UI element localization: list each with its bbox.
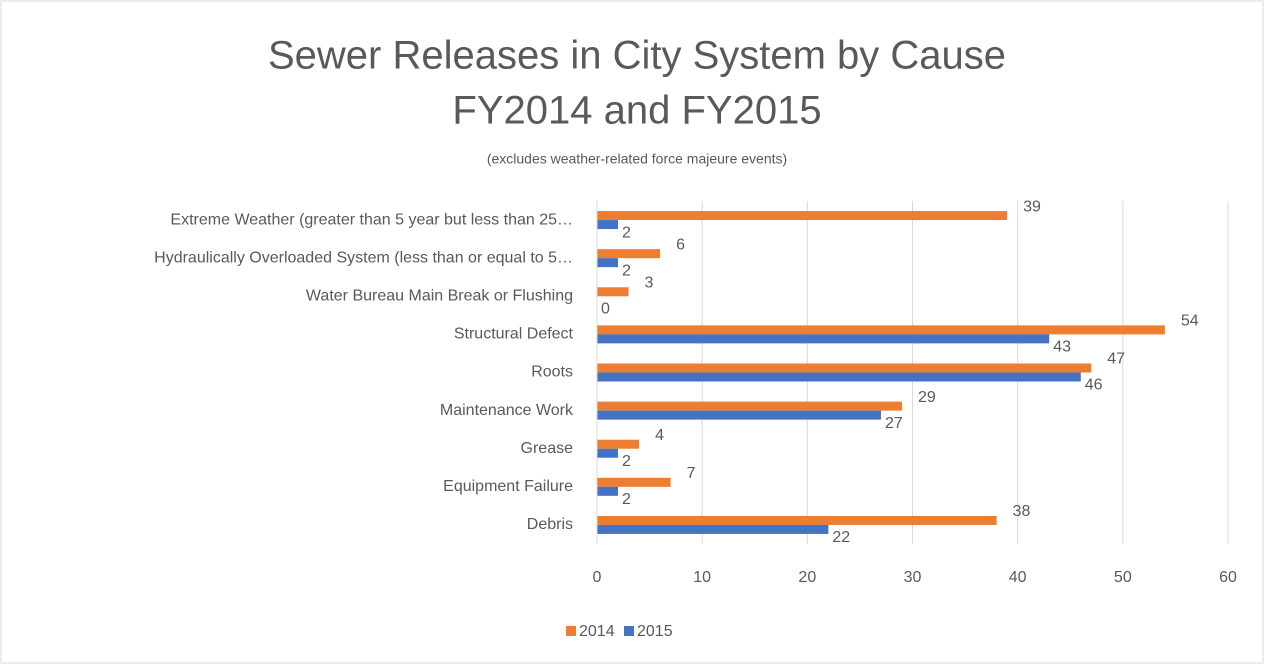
x-tick-label: 20: [798, 569, 816, 586]
y-tick-label: Extreme Weather (greater than 5 year but…: [170, 211, 573, 228]
data-label: 39: [1023, 198, 1041, 215]
data-label: 43: [1053, 339, 1071, 356]
x-tick-label: 30: [904, 569, 922, 586]
bar: [597, 477, 671, 487]
y-tick-label: Water Bureau Main Break or Flushing: [306, 287, 573, 304]
y-tick-label: Debris: [527, 516, 573, 533]
data-label: 7: [687, 465, 696, 482]
y-tick-label: Hydraulically Overloaded System (less th…: [154, 249, 573, 266]
data-label: 29: [918, 389, 936, 406]
y-tick-label: Roots: [531, 364, 573, 381]
data-label: 2: [622, 224, 631, 241]
chart-subtitle: (excludes weather-related force majeure …: [487, 151, 787, 167]
x-tick-label: 60: [1219, 569, 1237, 586]
bar: [597, 401, 902, 411]
legend-swatch: [624, 626, 634, 636]
data-label: 22: [832, 529, 850, 546]
data-label: 0: [601, 300, 610, 317]
data-label: 38: [1013, 503, 1031, 520]
data-label: 6: [676, 236, 685, 253]
bar: [597, 515, 997, 525]
legend-swatch: [566, 626, 576, 636]
data-label: 46: [1085, 377, 1103, 394]
bar: [597, 486, 619, 496]
x-tick-label: 50: [1114, 569, 1132, 586]
chart-title: FY2014 and FY2015: [452, 89, 821, 133]
bar: [597, 372, 1081, 382]
bar: [597, 325, 1165, 335]
data-label: 2: [622, 262, 631, 279]
x-tick-label: 40: [1009, 569, 1027, 586]
bar: [597, 220, 619, 230]
y-tick-label: Equipment Failure: [443, 478, 573, 495]
bar: [597, 287, 629, 297]
legend-label: 2014: [579, 623, 615, 640]
bar: [597, 211, 1008, 221]
data-label: 47: [1107, 351, 1125, 368]
chart-title: Sewer Releases in City System by Cause: [268, 34, 1006, 78]
y-tick-label: Structural Defect: [454, 326, 574, 343]
bar: [597, 524, 829, 534]
data-label: 2: [622, 491, 631, 508]
data-label: 54: [1181, 313, 1199, 330]
legend-label: 2015: [637, 623, 673, 640]
y-tick-label: Grease: [521, 440, 574, 457]
bar: [597, 334, 1050, 344]
y-tick-label: Maintenance Work: [440, 402, 574, 419]
data-label: 2: [622, 453, 631, 470]
bar: [597, 448, 619, 458]
bar: [597, 410, 881, 420]
bar: [597, 258, 619, 268]
bar: [597, 439, 640, 449]
data-label: 3: [645, 274, 654, 291]
x-tick-label: 10: [693, 569, 711, 586]
data-label: 4: [655, 427, 664, 444]
data-label: 27: [885, 415, 903, 432]
bar: [597, 249, 661, 259]
x-tick-label: 0: [593, 569, 602, 586]
bar: [597, 363, 1092, 373]
